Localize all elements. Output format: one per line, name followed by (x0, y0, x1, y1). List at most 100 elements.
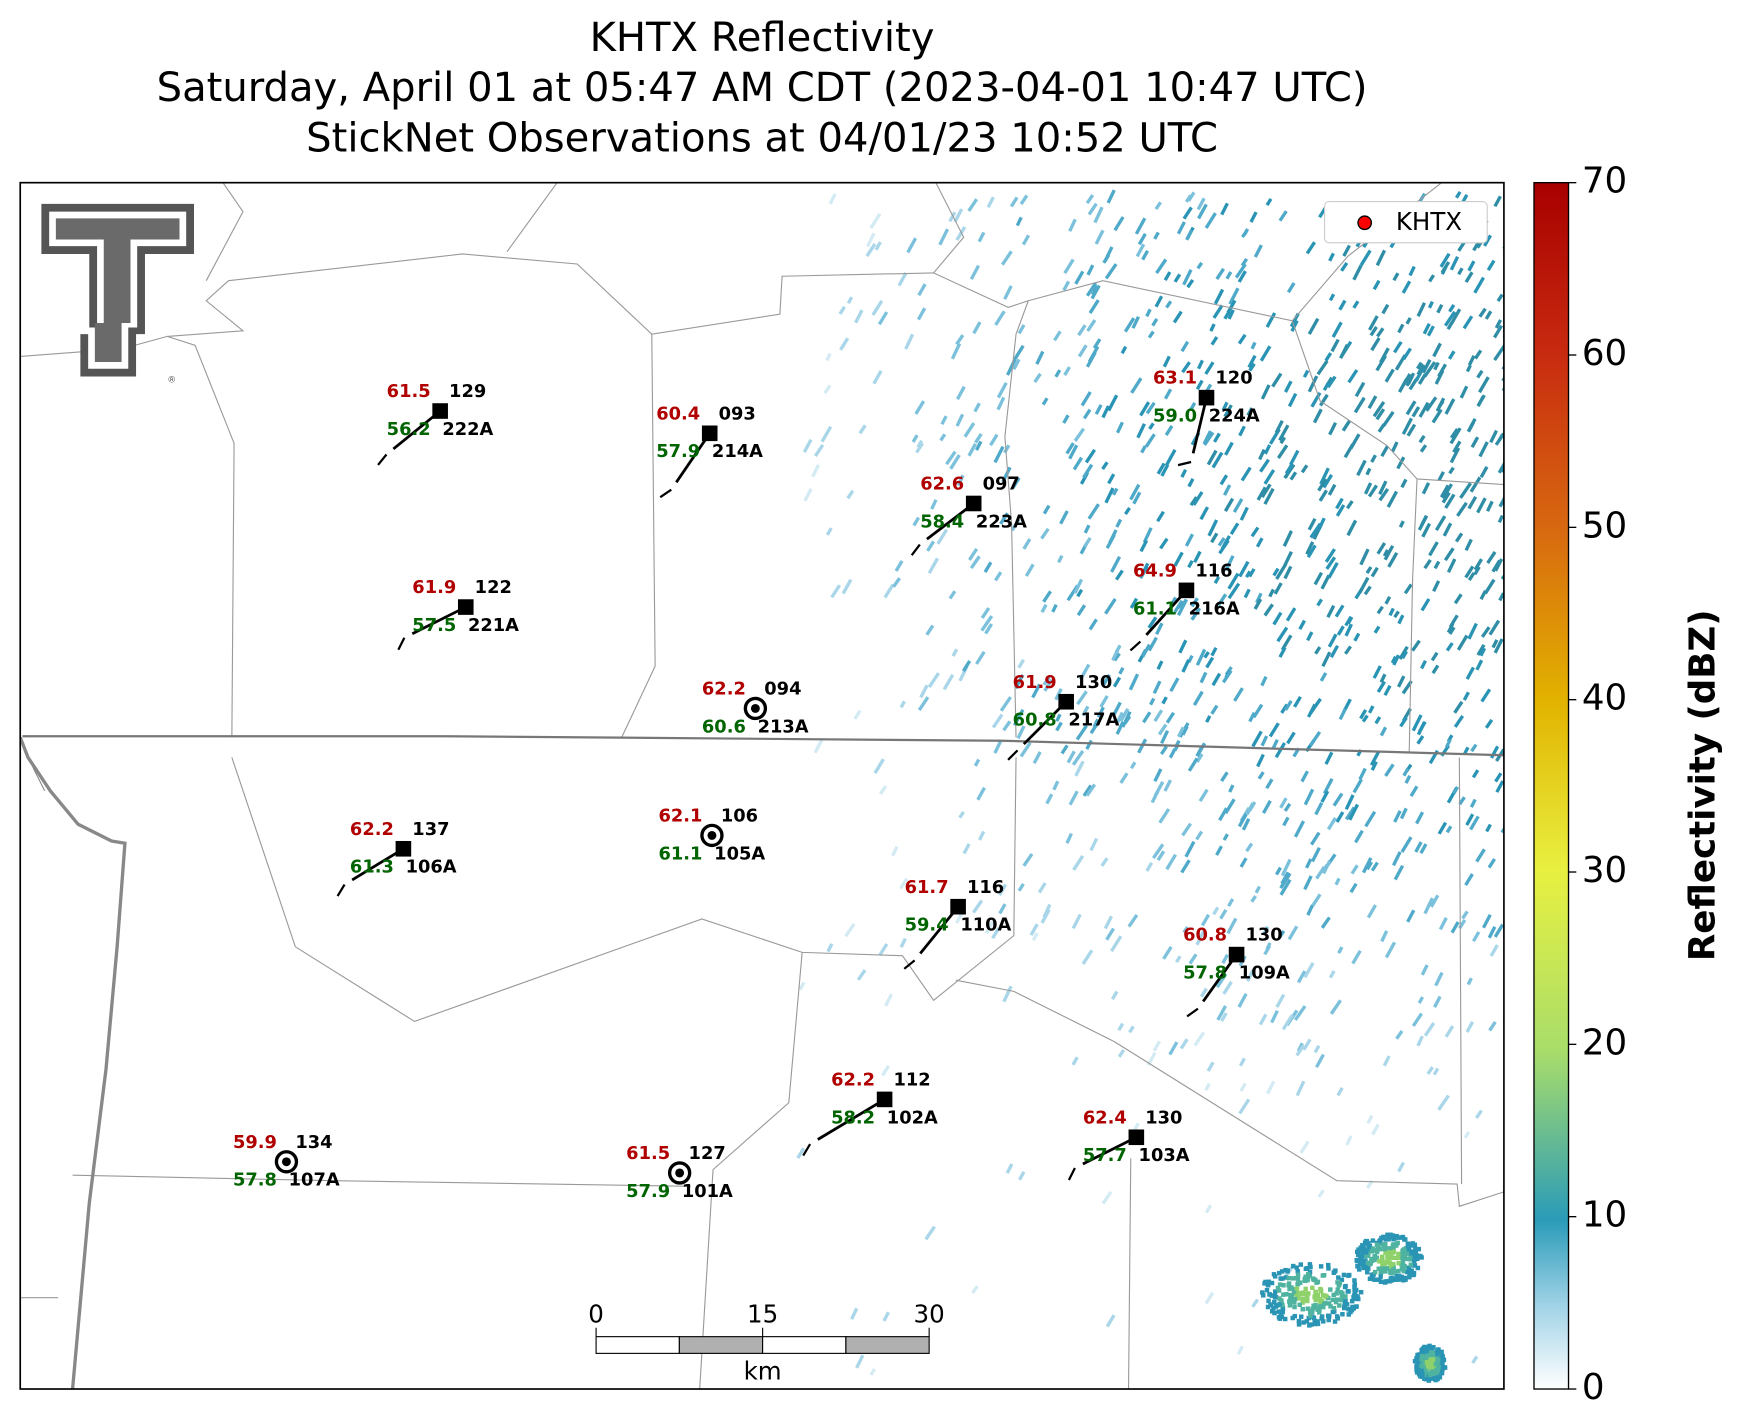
echo (891, 845, 899, 857)
echo (1444, 493, 1456, 509)
echo (1318, 1286, 1323, 1292)
echo (1179, 1038, 1189, 1050)
echo (1432, 1067, 1440, 1076)
echo (1017, 658, 1025, 669)
echo (1108, 529, 1118, 544)
echo (844, 923, 856, 938)
echo (1032, 751, 1042, 764)
echo (1277, 1301, 1282, 1307)
echo (1033, 372, 1042, 384)
echo (1040, 527, 1050, 540)
echo (1419, 1357, 1424, 1362)
echo (1303, 962, 1315, 979)
echo (1111, 649, 1120, 662)
echo (1343, 1294, 1348, 1299)
echo (1163, 271, 1172, 282)
echo (1423, 1022, 1436, 1037)
echo (1253, 598, 1263, 610)
echo (998, 883, 1008, 897)
echo (1416, 302, 1426, 317)
echo (1077, 324, 1087, 337)
echo (1403, 583, 1413, 595)
echo (1118, 666, 1125, 675)
echo (1298, 619, 1306, 631)
echo (1396, 1255, 1402, 1260)
echo (1247, 354, 1257, 369)
echo (1280, 1306, 1286, 1312)
echo (1168, 1041, 1179, 1056)
echo (1434, 1370, 1439, 1376)
echo (1154, 295, 1164, 308)
echo (1144, 433, 1156, 448)
echo (1228, 784, 1235, 793)
echo (1472, 931, 1481, 943)
echo (1351, 1294, 1356, 1300)
echo (1292, 1304, 1297, 1310)
echo (1184, 533, 1194, 547)
echo (1469, 815, 1480, 831)
echo (1101, 1191, 1113, 1205)
station-value: 097 (983, 474, 1020, 495)
echo (1289, 1293, 1295, 1298)
echo (1019, 194, 1029, 206)
echo (1376, 1266, 1381, 1271)
echo (1263, 444, 1272, 455)
echo (1190, 607, 1202, 621)
echo (1265, 1282, 1271, 1288)
echo (1409, 1268, 1414, 1273)
echo (1293, 1005, 1307, 1021)
echo (984, 920, 995, 935)
echo (1300, 1300, 1305, 1305)
echo (1347, 369, 1359, 384)
echo (1272, 1310, 1277, 1316)
echo (1306, 631, 1314, 642)
echo (1282, 551, 1293, 567)
echo (1317, 1189, 1325, 1198)
echo (1420, 1371, 1425, 1377)
echo (1319, 467, 1330, 485)
echo (1139, 401, 1151, 417)
echo (938, 228, 950, 246)
station-marker (1058, 693, 1074, 710)
echo (813, 444, 825, 458)
echo (1417, 373, 1427, 385)
echo (1474, 1109, 1483, 1119)
echo (1336, 625, 1345, 636)
echo (1260, 735, 1269, 747)
echo (1431, 664, 1440, 675)
echo (1286, 1275, 1291, 1281)
echo (1456, 634, 1469, 651)
echo (1175, 955, 1182, 964)
echo (1328, 1304, 1333, 1309)
echo (977, 231, 986, 243)
echo (1402, 1263, 1407, 1269)
temperature: 62.1 (658, 805, 702, 826)
echo (1384, 595, 1392, 605)
dewpoint: 60.8 (1013, 710, 1057, 731)
echo (1124, 506, 1131, 515)
echo (1082, 408, 1092, 420)
echo (1340, 1291, 1345, 1296)
echo (1195, 747, 1203, 757)
echo (1197, 203, 1208, 220)
echo (1461, 910, 1469, 920)
echo (1377, 1241, 1382, 1247)
echo (1258, 1013, 1268, 1026)
echo (1342, 1304, 1347, 1309)
echo (1071, 913, 1082, 930)
echo (1346, 519, 1358, 537)
echo (1305, 1277, 1310, 1283)
echo (1129, 483, 1141, 501)
echo (1188, 953, 1198, 965)
echo (1334, 877, 1341, 886)
echo (1386, 1237, 1391, 1242)
dewpoint: 56.2 (387, 419, 431, 440)
echo (1211, 672, 1222, 687)
echo (1455, 190, 1462, 199)
temperature: 62.2 (702, 678, 746, 699)
barb-flag (1186, 1007, 1199, 1018)
echo (1222, 980, 1233, 995)
echo (1086, 319, 1097, 332)
echo (1356, 1267, 1362, 1272)
echo (1222, 833, 1229, 841)
